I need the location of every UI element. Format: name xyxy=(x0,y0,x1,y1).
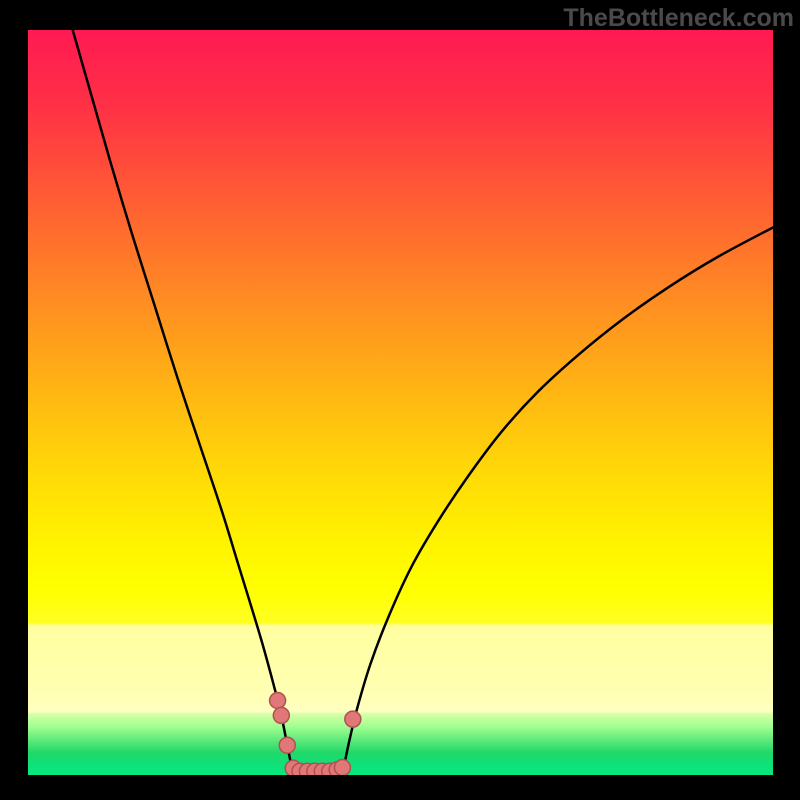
marker-point xyxy=(334,760,350,775)
marker-point xyxy=(279,737,295,753)
marker-point xyxy=(345,711,361,727)
canvas-root: TheBottleneck.com xyxy=(0,0,800,800)
chart-plot-area xyxy=(28,30,773,775)
marker-point xyxy=(273,707,289,723)
chart-svg xyxy=(28,30,773,775)
chart-background-gradient xyxy=(28,30,773,775)
watermark-text: TheBottleneck.com xyxy=(563,4,794,33)
marker-point xyxy=(270,693,286,709)
